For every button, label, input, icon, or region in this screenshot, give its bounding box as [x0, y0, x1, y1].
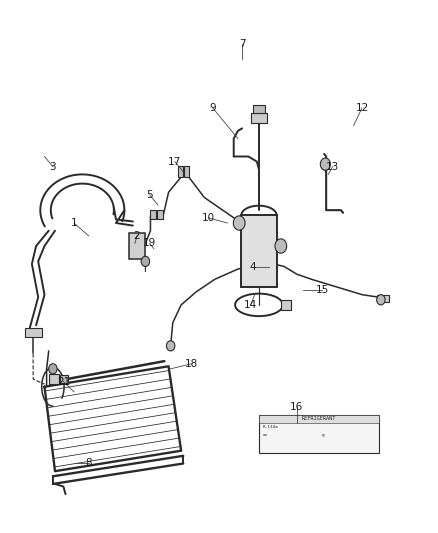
Bar	[49, 374, 59, 384]
Text: 9: 9	[209, 103, 216, 113]
Circle shape	[233, 216, 245, 230]
Bar	[178, 166, 183, 177]
Bar	[130, 233, 145, 259]
Text: 7: 7	[239, 39, 245, 49]
Text: 21: 21	[57, 377, 70, 386]
Bar	[259, 415, 379, 453]
Bar	[184, 166, 189, 177]
Circle shape	[377, 295, 385, 305]
Text: 1: 1	[71, 218, 77, 228]
Text: 2: 2	[134, 231, 140, 241]
Text: R-134a: R-134a	[262, 425, 278, 429]
Text: 13: 13	[326, 161, 339, 172]
Text: 16: 16	[290, 402, 304, 412]
Text: 4: 4	[249, 262, 256, 271]
Bar	[157, 210, 162, 220]
Bar	[241, 215, 277, 287]
Bar	[60, 375, 68, 383]
Bar	[253, 106, 265, 113]
Text: g: g	[321, 433, 324, 438]
Circle shape	[320, 158, 330, 171]
Text: 3: 3	[49, 161, 56, 172]
Text: 14: 14	[244, 300, 257, 310]
Circle shape	[166, 341, 175, 351]
Circle shape	[275, 239, 287, 253]
Bar	[151, 210, 156, 220]
Text: 17: 17	[168, 157, 181, 167]
Text: 12: 12	[355, 103, 369, 113]
Bar	[259, 415, 379, 423]
Text: oz: oz	[262, 433, 268, 438]
Circle shape	[141, 256, 150, 266]
Text: 18: 18	[185, 359, 198, 369]
Text: 5: 5	[146, 190, 153, 200]
Bar	[281, 300, 291, 310]
Bar	[377, 295, 389, 302]
Circle shape	[49, 364, 57, 374]
Text: 15: 15	[315, 285, 328, 295]
Text: 8: 8	[85, 458, 92, 469]
Bar	[25, 328, 42, 337]
Text: REFRIGERANT: REFRIGERANT	[302, 416, 336, 422]
Text: 10: 10	[202, 213, 215, 223]
Text: 19: 19	[143, 238, 156, 248]
Bar	[251, 113, 267, 123]
